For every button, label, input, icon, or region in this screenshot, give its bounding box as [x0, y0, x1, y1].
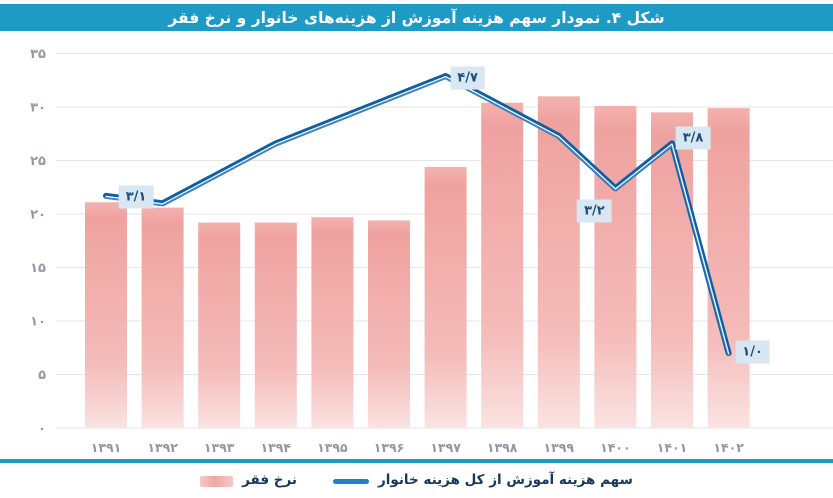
x-axis-label: ۱۳۹۶: [374, 440, 405, 455]
figure-title: شکل ۴. نمودار سهم هزینه آموزش از هزینه‌ه…: [168, 8, 665, 27]
legend-item-poverty-rate: نرخ فقر: [200, 474, 297, 488]
poverty-rate-bar: [141, 207, 184, 428]
legend-divider: [0, 459, 833, 463]
y-axis-tick: ۱۰: [30, 315, 46, 330]
education-share-line-stripe: [105, 75, 730, 355]
legend-item-education-share: سهم هزینه آموزش از کل هزینه خانوار: [332, 472, 633, 489]
poverty-rate-bar-swatch: [200, 475, 234, 487]
poverty-rate-bar: [198, 222, 241, 428]
education-share-line-swatch: [332, 478, 369, 484]
poverty-rate-bar: [85, 202, 127, 428]
y-axis-tick: ۳۵: [30, 47, 46, 62]
legend-label-education-share: سهم هزینه آموزش از کل هزینه خانوار: [377, 472, 633, 489]
poverty-rate-bar: [311, 217, 354, 428]
x-axis-label: ۱۳۹۴: [261, 440, 292, 455]
x-axis-label: ۱۳۹۷: [430, 440, 461, 455]
x-axis-label: ۱۳۹۲: [147, 440, 178, 455]
legend-label-poverty-rate: نرخ فقر: [242, 472, 297, 489]
y-axis-tick: ۲۵: [30, 154, 46, 169]
x-axis-label: ۱۳۹۹: [544, 440, 575, 455]
x-axis-label: ۱۳۹۳: [204, 440, 235, 455]
x-axis-label: ۱۳۹۵: [317, 440, 348, 455]
poverty-rate-bar: [254, 222, 297, 428]
poverty-rate-bar: [424, 166, 467, 429]
poverty-rate-bar: [651, 112, 693, 428]
poverty-rate-bar: [707, 108, 750, 428]
poverty-rate-bar: [368, 220, 410, 428]
x-axis-label: ۱۴۰۰: [600, 440, 631, 455]
y-axis-tick: ۱۵: [30, 261, 46, 276]
legend: نرخ فقر سهم هزینه آموزش از کل هزینه خانو…: [0, 469, 833, 493]
y-axis-tick: ۰: [38, 422, 46, 437]
poverty-rate-bar: [594, 105, 637, 429]
x-axis-label: ۱۳۹۸: [487, 440, 518, 455]
education-share-line-underlay: [104, 76, 730, 357]
y-axis-tick: ۲۰: [30, 208, 46, 223]
y-axis-tick: ۵: [38, 368, 46, 383]
x-axis-label: ۱۴۰۱: [657, 440, 688, 455]
title-bar: شکل ۴. نمودار سهم هزینه آموزش از هزینه‌ه…: [0, 4, 833, 31]
x-axis-label: ۱۳۹۱: [91, 440, 122, 455]
y-axis-tick: ۳۰: [30, 101, 46, 116]
x-axis-label: ۱۴۰۲: [713, 440, 744, 455]
poverty-rate-bar: [481, 102, 524, 428]
